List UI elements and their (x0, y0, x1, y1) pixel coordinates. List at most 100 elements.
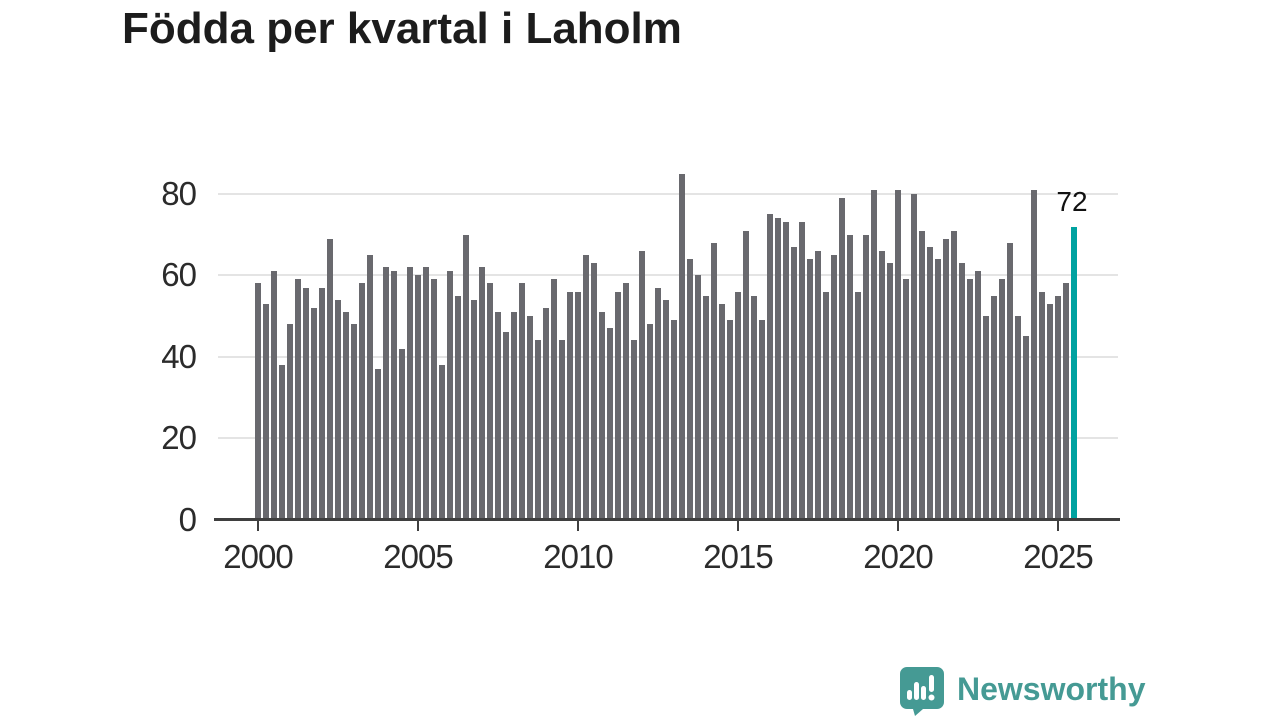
bar (839, 198, 845, 520)
bar (415, 275, 421, 520)
bar (463, 234, 469, 520)
bar (431, 279, 437, 520)
bar (847, 234, 853, 520)
bar (927, 246, 933, 520)
bar (911, 193, 917, 520)
y-axis-label: 20 (161, 419, 197, 457)
bar (535, 340, 541, 520)
newsworthy-logo-icon (899, 666, 945, 716)
bar (271, 271, 277, 520)
bar (711, 242, 717, 520)
bar (703, 295, 709, 520)
x-axis-label: 2000 (223, 538, 293, 575)
bar (471, 299, 477, 520)
bar (327, 238, 333, 520)
bar (647, 324, 653, 520)
bar (303, 287, 309, 520)
x-axis-tick (417, 521, 419, 531)
bar (991, 295, 997, 520)
bar (1055, 295, 1061, 520)
bar (855, 291, 861, 520)
bar (359, 283, 365, 520)
bar (551, 279, 557, 520)
bar (559, 340, 565, 520)
x-axis-tick (577, 521, 579, 531)
bar (943, 238, 949, 520)
bar (831, 255, 837, 520)
bar (495, 311, 501, 520)
bar (735, 291, 741, 520)
bar (775, 218, 781, 520)
bar (279, 364, 285, 520)
bar (503, 332, 509, 520)
bar (343, 311, 349, 520)
bar (999, 279, 1005, 520)
bar (599, 311, 605, 520)
bar (295, 279, 301, 520)
bar (655, 287, 661, 520)
bar (407, 267, 413, 520)
bar (679, 173, 685, 520)
bar (423, 267, 429, 520)
bar (951, 230, 957, 520)
y-axis-label: 60 (161, 256, 197, 294)
bar (391, 271, 397, 520)
y-axis-label: 40 (161, 337, 197, 375)
x-axis-line (214, 518, 1120, 521)
bar (1039, 291, 1045, 520)
bar (959, 263, 965, 520)
bar (871, 189, 877, 520)
bar (439, 364, 445, 520)
bar (351, 324, 357, 520)
bar (455, 295, 461, 520)
bar (879, 250, 885, 520)
bar (1063, 283, 1069, 520)
y-axis-label: 80 (161, 174, 197, 212)
bar (263, 303, 269, 520)
bar (311, 307, 317, 520)
bar (983, 316, 989, 520)
bar (863, 234, 869, 520)
bar (783, 222, 789, 520)
bar (695, 275, 701, 520)
bar (975, 271, 981, 520)
bar (575, 291, 581, 520)
newsworthy-logo: Newsworthy (899, 666, 1145, 716)
bar (631, 340, 637, 520)
chart-title: Födda per kvartal i Laholm (122, 4, 682, 53)
bar (607, 328, 613, 520)
bar (335, 299, 341, 520)
bar (1031, 189, 1037, 520)
bar (527, 316, 533, 520)
bar (367, 255, 373, 520)
bar (967, 279, 973, 520)
x-axis-label: 2010 (543, 538, 613, 575)
bar (895, 189, 901, 520)
bar (719, 303, 725, 520)
bar (639, 250, 645, 520)
bar (919, 230, 925, 520)
bar (727, 320, 733, 520)
bar (815, 250, 821, 520)
bar (1047, 303, 1053, 520)
bar (807, 259, 813, 520)
bar (319, 287, 325, 520)
bar (799, 222, 805, 520)
bar (583, 255, 589, 520)
x-axis-label: 2005 (383, 538, 453, 575)
x-axis-tick (257, 521, 259, 531)
newsworthy-logo-text: Newsworthy (957, 671, 1146, 707)
bar (791, 246, 797, 520)
bar (935, 259, 941, 520)
gridline-80 (218, 192, 1118, 195)
bar (591, 263, 597, 520)
x-axis-label: 2025 (1023, 538, 1093, 575)
bar (623, 283, 629, 520)
bar (759, 320, 765, 520)
bar (447, 271, 453, 520)
bar (615, 291, 621, 520)
bar (511, 311, 517, 520)
bar (567, 291, 573, 520)
bar (751, 295, 757, 520)
